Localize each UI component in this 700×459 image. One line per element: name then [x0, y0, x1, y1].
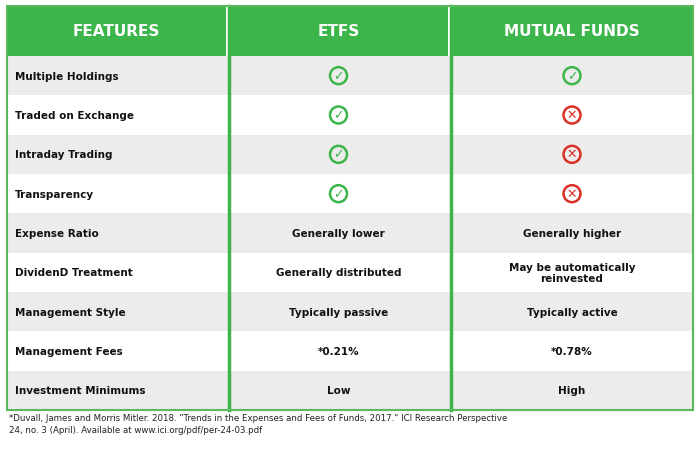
Text: Intraday Trading: Intraday Trading	[15, 150, 113, 160]
Text: Management Style: Management Style	[15, 307, 125, 317]
Text: Transparency: Transparency	[15, 189, 94, 199]
FancyBboxPatch shape	[7, 174, 693, 214]
Text: ✕: ✕	[567, 187, 577, 200]
Text: Low: Low	[327, 386, 350, 396]
Text: Management Fees: Management Fees	[15, 346, 122, 356]
Text: ✕: ✕	[567, 109, 577, 122]
FancyBboxPatch shape	[451, 7, 693, 57]
FancyBboxPatch shape	[7, 253, 693, 292]
FancyBboxPatch shape	[7, 7, 226, 57]
Text: Expense Ratio: Expense Ratio	[15, 229, 99, 239]
Text: Generally lower: Generally lower	[292, 229, 385, 239]
Text: *0.21%: *0.21%	[318, 346, 359, 356]
FancyBboxPatch shape	[7, 57, 693, 96]
Text: Multiple Holdings: Multiple Holdings	[15, 72, 118, 82]
Text: Generally distributed: Generally distributed	[276, 268, 401, 278]
Text: MUTUAL FUNDS: MUTUAL FUNDS	[504, 24, 640, 39]
FancyBboxPatch shape	[7, 371, 693, 410]
Text: ✓: ✓	[567, 69, 577, 83]
FancyBboxPatch shape	[7, 214, 693, 253]
Text: ✓: ✓	[333, 148, 344, 161]
FancyBboxPatch shape	[7, 135, 693, 174]
Text: ✓: ✓	[333, 69, 344, 83]
Text: Traded on Exchange: Traded on Exchange	[15, 111, 134, 121]
Text: Typically active: Typically active	[526, 307, 617, 317]
FancyBboxPatch shape	[229, 7, 448, 57]
Text: *Duvall, James and Morris Mitler. 2018. "Trends in the Expenses and Fees of Fund: *Duvall, James and Morris Mitler. 2018. …	[9, 413, 508, 434]
Text: High: High	[559, 386, 586, 396]
FancyBboxPatch shape	[7, 331, 693, 371]
FancyBboxPatch shape	[7, 292, 693, 331]
Text: *0.78%: *0.78%	[551, 346, 593, 356]
Text: Generally higher: Generally higher	[523, 229, 621, 239]
FancyBboxPatch shape	[7, 96, 693, 135]
Text: ETFS: ETFS	[317, 24, 360, 39]
Text: May be automatically
reinvested: May be automatically reinvested	[509, 262, 636, 284]
Text: DividenD Treatment: DividenD Treatment	[15, 268, 133, 278]
Text: ✕: ✕	[567, 148, 577, 161]
Text: Typically passive: Typically passive	[289, 307, 388, 317]
Text: Investment Minimums: Investment Minimums	[15, 386, 146, 396]
Text: ✓: ✓	[333, 109, 344, 122]
Text: FEATURES: FEATURES	[73, 24, 160, 39]
Text: ✓: ✓	[333, 187, 344, 200]
